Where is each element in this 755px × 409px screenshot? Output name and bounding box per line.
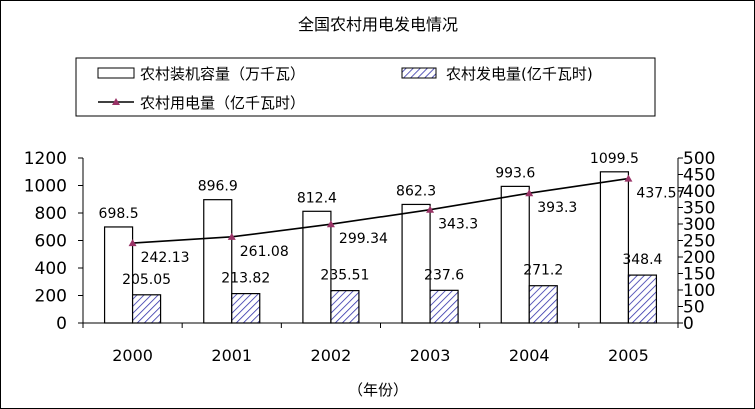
bar-generation — [627, 274, 658, 324]
y-right-tick-label: 500 — [683, 149, 715, 169]
point-consumption — [326, 220, 335, 228]
bar-generation — [231, 292, 261, 324]
point-consumption — [128, 239, 137, 247]
line-consumption — [132, 177, 629, 244]
y-left-tick-label: 1200 — [24, 149, 67, 169]
y-right-tick-label: 200 — [683, 248, 715, 268]
data-label-generation: 237.6 — [424, 267, 464, 283]
y-right-tick-label: 50 — [683, 298, 705, 318]
y-right-tick-label: 300 — [683, 215, 715, 235]
bar-capacity — [401, 203, 431, 324]
data-label-consumption: 343.3 — [438, 217, 478, 233]
legend-swatch-capacity — [97, 67, 135, 79]
data-label-consumption: 261.08 — [240, 244, 289, 260]
legend: 农村装机容量（万千瓦） 农村发电量(亿千瓦时) 农村用电量（亿千瓦时） — [75, 57, 656, 117]
y-right-tick-label: 150 — [683, 265, 715, 285]
data-label-consumption: 393.3 — [537, 200, 577, 216]
bar-capacity — [302, 210, 332, 324]
legend-marker-consumption — [112, 98, 120, 105]
data-label-consumption: 437.57 — [636, 186, 685, 202]
y-left-tick-label: 800 — [35, 204, 67, 224]
bar-generation — [131, 294, 162, 324]
data-label-capacity: 698.5 — [99, 206, 139, 222]
y-left-tick-label: 1000 — [24, 177, 67, 197]
y-right-tick-label: 0 — [683, 314, 694, 334]
data-label-capacity: 896.9 — [198, 179, 238, 195]
y-left-tick-label: 400 — [35, 259, 67, 279]
x-tick-label: 2003 — [410, 346, 451, 365]
point-consumption — [624, 174, 633, 182]
data-label-consumption: 299.34 — [339, 231, 388, 247]
bar-capacity — [203, 199, 233, 324]
point-consumption — [426, 205, 435, 213]
data-label-consumption: 242.13 — [141, 250, 190, 266]
data-label-capacity: 812.4 — [297, 190, 337, 206]
bar-capacity — [599, 171, 630, 324]
y-left-tick-label: 600 — [35, 232, 67, 252]
data-label-generation: 235.51 — [320, 268, 369, 284]
y-right-tick-label: 350 — [683, 199, 715, 219]
y-right-tick-label: 100 — [683, 281, 715, 301]
x-tick-label: 2002 — [311, 346, 352, 365]
legend-label-generation: 农村发电量(亿千瓦时) — [446, 65, 593, 83]
data-label-capacity: 1099.5 — [590, 151, 639, 167]
y-left-tick-label: 0 — [56, 314, 67, 334]
data-label-generation: 271.2 — [523, 263, 563, 279]
y-right-tick-label: 450 — [683, 166, 715, 186]
x-tick-label: 2004 — [509, 346, 550, 365]
point-consumption — [525, 189, 534, 197]
data-label-generation: 213.82 — [221, 271, 270, 287]
bar-generation — [528, 285, 558, 324]
bar-capacity — [103, 226, 134, 324]
x-tick-label: 2000 — [112, 346, 153, 365]
chart-title: 全国农村用电发电情况 — [298, 15, 458, 34]
data-label-capacity: 862.3 — [396, 183, 436, 199]
x-axis-title: （年份） — [348, 381, 408, 399]
data-label-generation: 205.05 — [122, 272, 171, 288]
y-right-tick-label: 400 — [683, 182, 715, 202]
legend-label-capacity: 农村装机容量（万千瓦） — [140, 65, 305, 83]
bar-generation — [330, 290, 360, 324]
bar-capacity — [500, 185, 530, 324]
data-label-generation: 348.4 — [622, 252, 662, 268]
bar-generation — [429, 289, 459, 324]
legend-swatch-generation — [401, 67, 437, 79]
x-tick-label: 2001 — [211, 346, 252, 365]
point-consumption — [227, 232, 236, 240]
y-right-tick-label: 250 — [683, 232, 715, 252]
y-left-tick-label: 200 — [35, 287, 67, 307]
legend-label-consumption: 农村用电量（亿千瓦时） — [140, 94, 305, 112]
data-label-capacity: 993.6 — [495, 165, 535, 181]
x-tick-label: 2005 — [608, 346, 649, 365]
